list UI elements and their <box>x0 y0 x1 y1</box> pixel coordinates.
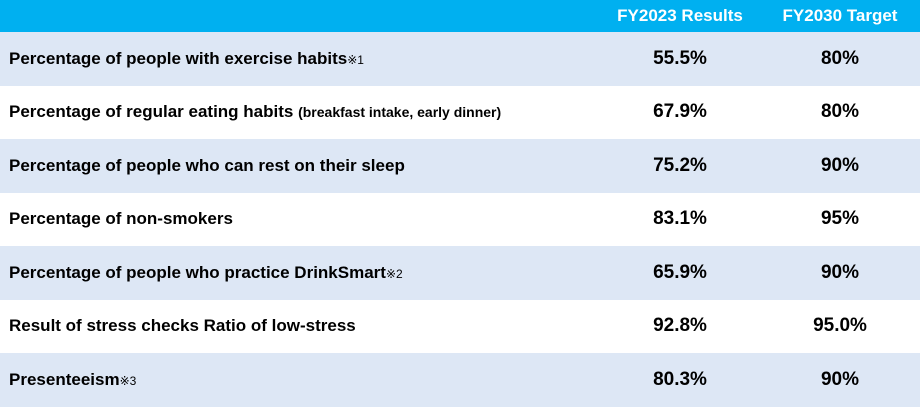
row-label: Percentage of people who practice DrinkS… <box>9 262 403 282</box>
row-label: Percentage of people with exercise habit… <box>9 48 364 68</box>
footnote-mark: ※1 <box>347 52 364 67</box>
row-result: 55.5% <box>653 47 707 69</box>
row-label: Presenteeism※3 <box>9 369 137 389</box>
row-label: Percentage of regular eating habits (bre… <box>9 102 502 122</box>
table-row: Percentage of regular eating habits (bre… <box>0 85 920 139</box>
table-row: Percentage of people who practice DrinkS… <box>0 246 920 300</box>
row-result: 92.8% <box>653 315 707 337</box>
row-label-suffix: (breakfast intake, early dinner) <box>298 104 502 121</box>
row-target: 80% <box>820 47 860 69</box>
header-results: FY2023 Results <box>617 6 743 25</box>
footnote-mark: ※2 <box>385 266 403 281</box>
row-result: 80.3% <box>653 368 707 390</box>
table-row: Presenteeism※3 80.3% 90% <box>0 353 920 407</box>
table-header: FY2023 Results FY2030 Target <box>0 0 920 32</box>
footnote-mark: ※3 <box>119 373 137 388</box>
table-row: Percentage of non-smokers 83.1% 95% <box>0 192 920 246</box>
row-target: 90% <box>820 368 860 390</box>
header-target: FY2030 Target <box>782 6 898 25</box>
row-label: Percentage of non-smokers <box>9 209 233 229</box>
row-result: 75.2% <box>653 154 707 176</box>
row-target: 95.0% <box>813 315 867 337</box>
row-result: 83.1% <box>653 208 707 230</box>
row-label: Percentage of people who can rest on the… <box>9 155 405 175</box>
table-row: Percentage of people with exercise habit… <box>0 32 920 86</box>
row-target: 90% <box>820 154 860 176</box>
table-row: Result of stress checks Ratio of low-str… <box>0 299 920 353</box>
row-target: 80% <box>820 101 860 123</box>
row-result: 67.9% <box>653 101 707 123</box>
row-target: 90% <box>820 261 860 283</box>
row-target: 95% <box>820 208 860 230</box>
row-result: 65.9% <box>653 261 707 283</box>
table-row: Percentage of people who can rest on the… <box>0 139 920 193</box>
row-label: Result of stress checks Ratio of low-str… <box>9 316 356 336</box>
